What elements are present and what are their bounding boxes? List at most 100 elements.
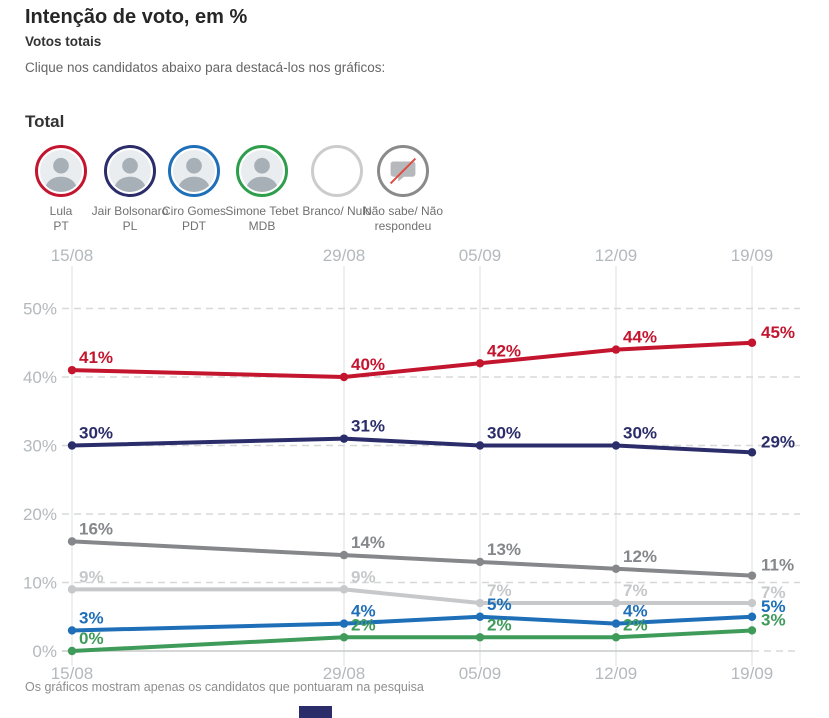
data-point — [339, 585, 349, 594]
simone-tebet-avatar — [241, 150, 283, 192]
data-point — [747, 626, 757, 635]
nao-sabe-avatar — [382, 150, 424, 192]
data-point — [67, 365, 77, 375]
data-point — [611, 633, 621, 642]
candidate-label-ciro-gomes: Ciro Gomes PDT — [161, 204, 226, 233]
data-point-label: 9% — [351, 567, 376, 586]
series-line — [70, 614, 754, 633]
data-point — [475, 612, 485, 621]
data-point — [475, 359, 485, 368]
x-axis-bottom-label: 12/09 — [595, 664, 638, 683]
data-point-label: 7% — [761, 583, 786, 602]
candidate-label-branco-nulo: Branco/ Nulo — [302, 204, 372, 218]
data-point — [67, 626, 77, 635]
data-point-label: 2% — [351, 615, 376, 634]
data-point-label: 30% — [623, 424, 657, 443]
section-title: Total — [25, 112, 65, 131]
data-point — [339, 550, 349, 560]
x-axis-bottom-label: 05/09 — [459, 664, 502, 683]
candidate-nao-sabe[interactable]: Não sabe/ Não respondeu — [348, 145, 458, 234]
person-photo-icon — [109, 150, 151, 192]
data-point-label: 14% — [351, 533, 385, 552]
x-axis-bottom-label: 29/08 — [323, 664, 366, 683]
data-point-label: 3% — [761, 610, 786, 629]
data-point — [339, 619, 349, 628]
candidate-label-jair-bolsonaro: Jair Bolsonaro PL — [91, 204, 169, 233]
data-point — [611, 441, 621, 450]
lula-avatar-ring — [35, 145, 87, 197]
x-axis-top-label: 19/09 — [731, 246, 774, 265]
data-point-label: 9% — [79, 567, 104, 586]
x-axis-bottom-label: 15/08 — [51, 664, 94, 683]
data-point-label: 3% — [79, 608, 104, 627]
data-point — [611, 619, 621, 628]
page-title: Intenção de voto, em % — [25, 6, 248, 28]
data-point — [611, 345, 621, 354]
data-point-label: 7% — [623, 581, 648, 600]
data-point — [67, 585, 77, 594]
data-point-label: 2% — [623, 615, 648, 634]
no-answer-icon — [382, 150, 424, 192]
data-point-label: 44% — [623, 328, 657, 347]
data-point-label: 5% — [487, 595, 512, 614]
candidate-label-lula: Lula PT — [49, 204, 73, 233]
y-axis-label: 50% — [23, 300, 57, 319]
data-point-label: 12% — [623, 547, 657, 566]
candidate-lula[interactable]: Lula PT — [6, 145, 116, 234]
data-point — [475, 441, 485, 450]
jair-bolsonaro-avatar — [109, 150, 151, 192]
data-point — [339, 372, 349, 382]
data-point-label: 0% — [79, 629, 104, 648]
x-axis-top-label: 12/09 — [595, 246, 638, 265]
data-point-label: 16% — [79, 519, 113, 538]
data-point — [747, 448, 757, 457]
data-point-label: 30% — [487, 424, 521, 443]
simone-tebet-avatar-ring — [236, 145, 288, 197]
candidate-label-nao-sabe: Não sabe/ Não respondeu — [362, 204, 444, 233]
data-point — [475, 633, 485, 642]
data-point — [747, 571, 757, 580]
ciro-gomes-avatar — [173, 150, 215, 192]
data-point — [339, 434, 349, 443]
data-point-label: 45% — [761, 323, 795, 342]
y-axis-label: 10% — [23, 574, 57, 593]
data-point-label: 5% — [761, 597, 786, 616]
candidate-simone-tebet[interactable]: Simone Tebet MDB — [207, 145, 317, 234]
data-point-label: 4% — [351, 602, 376, 621]
series-line — [70, 587, 754, 606]
series-line — [70, 340, 754, 379]
data-point-label: 29% — [761, 432, 795, 451]
data-point — [339, 633, 349, 642]
candidate-jair-bolsonaro[interactable]: Jair Bolsonaro PL — [75, 145, 185, 234]
jair-bolsonaro-avatar-ring — [104, 145, 156, 197]
data-point — [747, 338, 757, 347]
data-point — [67, 441, 77, 450]
data-point — [475, 557, 485, 567]
poll-line-chart: 15/08 15/08 29/08 29/08 05/09 05/09 12/09 12/09… — [23, 246, 800, 683]
series-line — [70, 628, 754, 653]
y-axis-label: 20% — [23, 505, 57, 524]
data-point-label: 31% — [351, 417, 385, 436]
data-point — [747, 598, 757, 608]
candidate-label-simone-tebet: Simone Tebet MDB — [225, 204, 299, 233]
y-axis-label: 30% — [23, 437, 57, 456]
person-photo-icon — [241, 150, 283, 192]
x-axis-top-label: 05/09 — [459, 246, 502, 265]
data-point — [67, 537, 77, 546]
x-axis-bottom-label: 19/09 — [731, 664, 774, 683]
data-point-label: 13% — [487, 540, 521, 559]
data-point-label: 4% — [623, 602, 648, 621]
data-point — [611, 598, 621, 608]
data-point-label: 41% — [79, 348, 113, 367]
data-point — [611, 564, 621, 573]
data-point-label: 2% — [487, 615, 512, 634]
data-point-label: 30% — [79, 424, 113, 443]
data-point — [475, 598, 485, 608]
data-point — [747, 612, 757, 621]
instruction-text: Clique nos candidatos abaixo para destac… — [25, 60, 386, 75]
x-axis-top-label: 29/08 — [323, 246, 366, 265]
candidate-branco-nulo[interactable]: Branco/ Nulo — [282, 145, 392, 219]
footnote: Os gráficos mostram apenas os candidatos… — [25, 680, 424, 694]
candidate-ciro-gomes[interactable]: Ciro Gomes PDT — [139, 145, 249, 234]
